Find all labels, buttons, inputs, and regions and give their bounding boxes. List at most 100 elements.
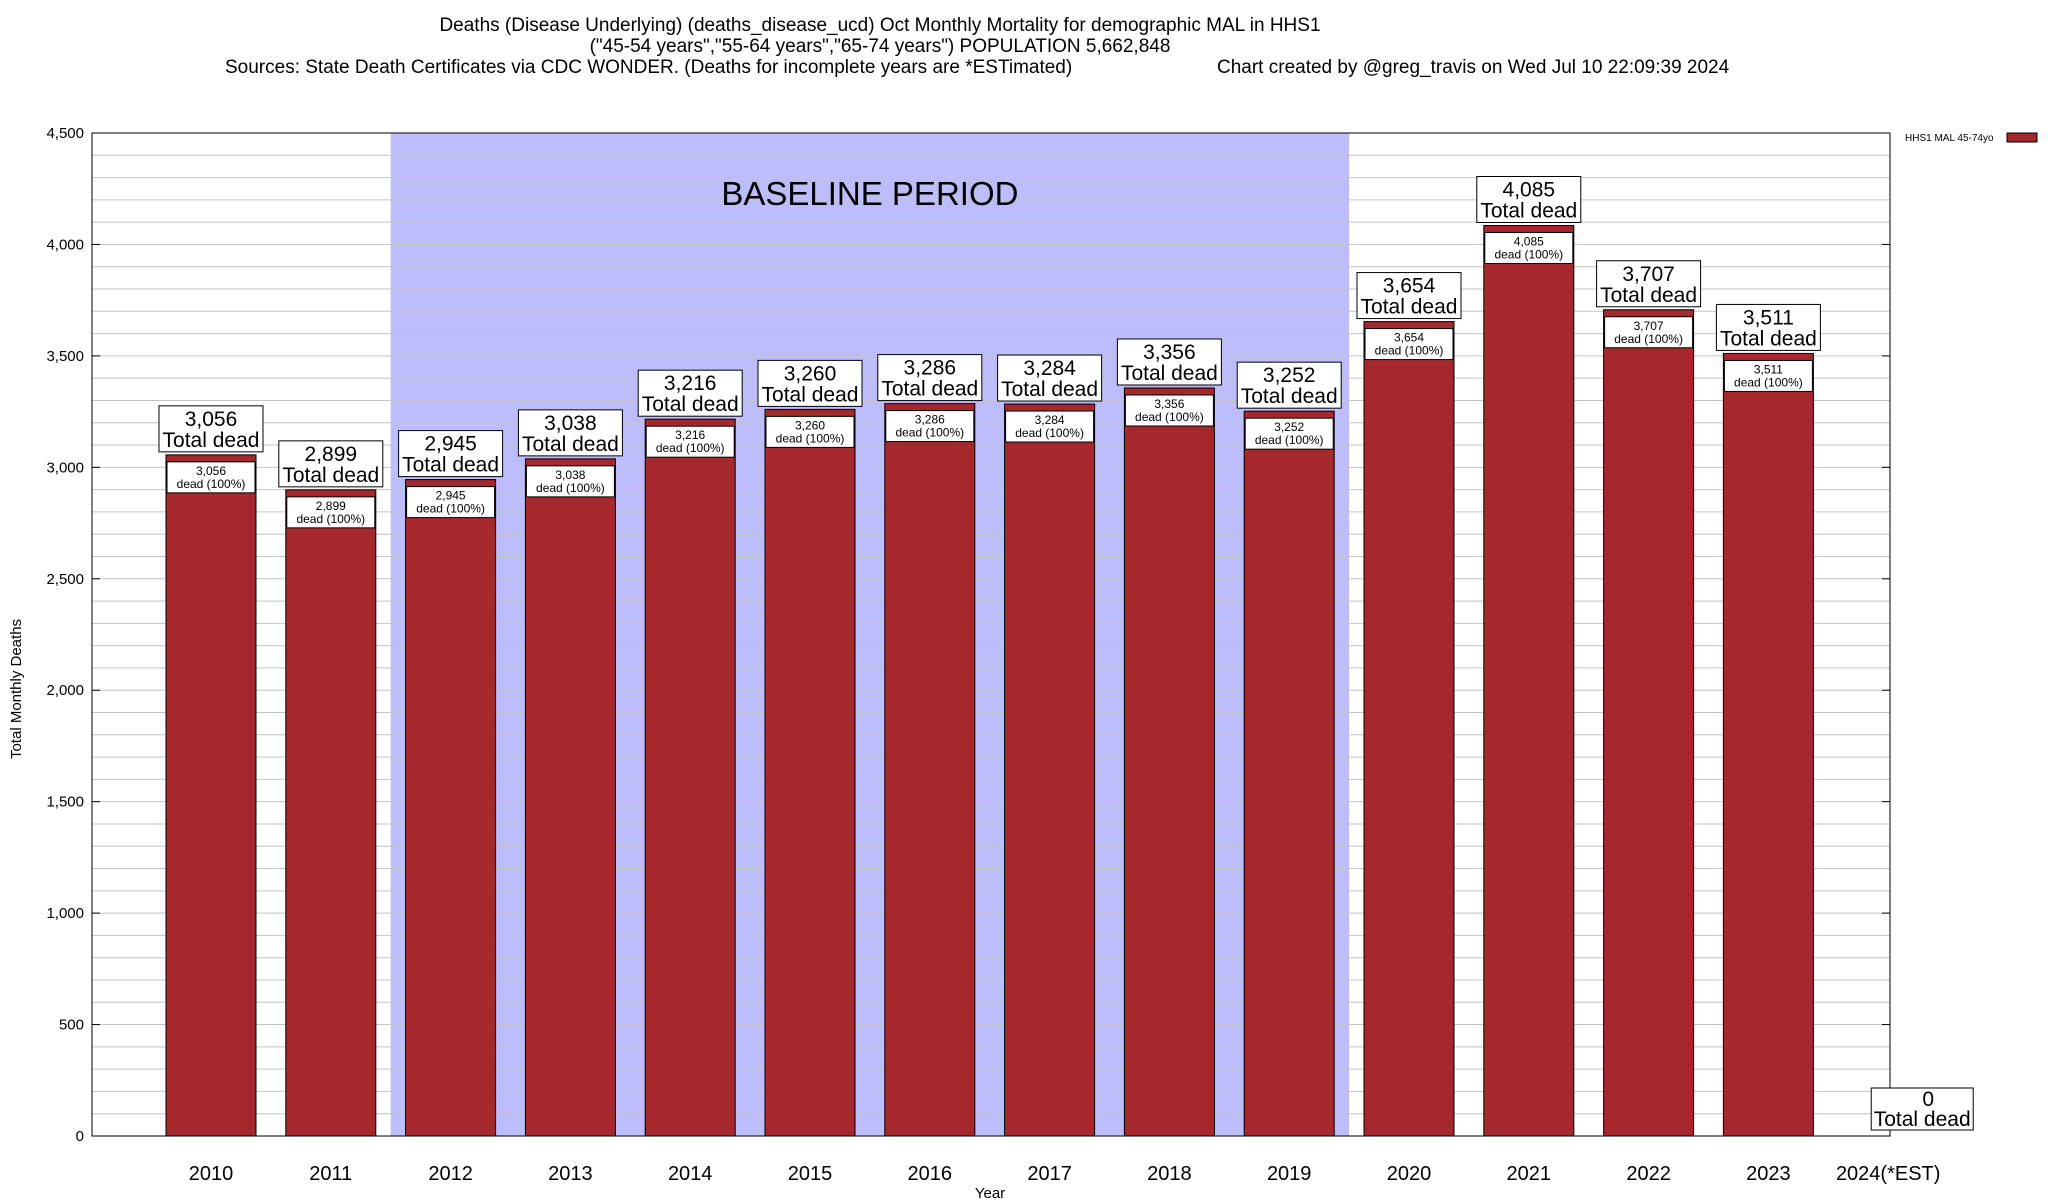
bar-inner-label-box: [1604, 316, 1694, 349]
bar-inner-value-label: 3,284: [1035, 413, 1065, 427]
bar-inner-dead-label: dead (100%): [1494, 247, 1563, 261]
bar-top-value-label: 3,260: [784, 362, 837, 385]
legend-label: HHS1 MAL 45-74yo: [1905, 133, 1994, 144]
bar-top-label-box: [1476, 175, 1582, 223]
bar-2017: [1004, 403, 1096, 1137]
bar-inner-dead-label: dead (100%): [1135, 410, 1204, 424]
bar-2019: [1243, 410, 1335, 1137]
y-tick-label: 1,500: [46, 794, 84, 811]
bar-2013: [524, 458, 616, 1137]
bar-inner-dead-label: dead (100%): [1734, 375, 1803, 389]
y-tick-label: 4,000: [46, 236, 84, 253]
x-tick-label: 2016: [908, 1163, 953, 1185]
bar-inner-label-box: [406, 486, 496, 519]
bar-inner-dead-label: dead (100%): [1255, 433, 1324, 447]
y-tick-label: 2,000: [46, 682, 84, 699]
bar-inner-value-label: 2,899: [316, 499, 346, 513]
y-tick-label: 0: [76, 1128, 84, 1145]
bar-top-total-label: Total dead: [1361, 296, 1458, 319]
bar-top-value-label: 3,356: [1143, 341, 1196, 364]
bar-top-label-box: [1236, 361, 1342, 409]
bar-2021: [1483, 224, 1575, 1137]
bar-top-label-box: [158, 405, 264, 453]
bar-inner-value-label: 2,945: [436, 489, 466, 503]
bar-inner-dead-label: dead (100%): [1015, 426, 1084, 440]
x-tick-label: 2011: [309, 1163, 352, 1185]
y-tick-label: 2,500: [46, 571, 84, 588]
x-tick-label: 2022: [1626, 1163, 1671, 1185]
x-tick-label: 2019: [1267, 1163, 1312, 1185]
bar-inner-value-label: 3,654: [1394, 331, 1424, 345]
chart-title-line-2: ("45-54 years","55-64 years","65-74 year…: [590, 36, 1171, 57]
x-tick-label: 2023: [1746, 1163, 1791, 1185]
bar-inner-label-box: [525, 465, 615, 498]
bar-inner-label-box: [1723, 359, 1813, 392]
bar-top-value-label: 3,056: [185, 408, 238, 431]
bar-inner-label-box: [1364, 328, 1454, 361]
bar-top-value-label: 2,945: [424, 433, 477, 456]
bar-inner-dead-label: dead (100%): [296, 512, 365, 526]
bar-top-value-label: 3,654: [1383, 275, 1436, 298]
bar-inner-label-box: [286, 496, 376, 529]
bar-2010: [165, 454, 257, 1137]
bar-2016: [884, 403, 976, 1137]
bar-inner-value-label: 3,216: [675, 428, 705, 442]
bar-inner-dead-label: dead (100%): [177, 477, 246, 491]
bar-top-label-box: [997, 354, 1103, 402]
x-tick-label: 2012: [428, 1163, 473, 1185]
bar-2014: [644, 418, 736, 1137]
bar-inner-dead-label: dead (100%): [416, 502, 485, 516]
legend-swatch: [2006, 132, 2038, 143]
bar-inner-dead-label: dead (100%): [536, 481, 605, 495]
bar-top-value-label: 3,252: [1263, 364, 1316, 387]
bar-top-value-label: 3,511: [1743, 306, 1794, 329]
x-tick-label: 2015: [788, 1163, 833, 1185]
bar-top-label-box: [1116, 338, 1222, 386]
bar-inner-label-box: [765, 415, 855, 448]
bar-2020: [1363, 321, 1455, 1137]
bar-top-label-box: [517, 409, 623, 457]
bar-top-label-box: [1356, 272, 1462, 320]
bar-top-label-box: [398, 430, 504, 478]
bar-inner-dead-label: dead (100%): [1375, 344, 1444, 358]
bar-top-total-label: Total dead: [522, 433, 619, 456]
bar-inner-value-label: 3,356: [1154, 397, 1184, 411]
bar-top-label-box: [1870, 1087, 1974, 1131]
bar-top-total-label: Total dead: [282, 464, 379, 487]
bar-inner-value-label: 4,085: [1514, 234, 1544, 248]
x-tick-label: 2014: [668, 1163, 713, 1185]
y-tick-label: 1,000: [46, 905, 84, 922]
bar-top-total-label: Total dead: [762, 383, 859, 406]
bar-top-total-label: Total dead: [1121, 362, 1218, 385]
chart-title-line-3: Sources: State Death Certificates via CD…: [225, 57, 1072, 78]
bar-top-value-label: 3,038: [544, 412, 597, 435]
bar-top-total-label: Total dead: [163, 429, 260, 452]
bar-inner-label-box: [885, 410, 975, 443]
bar-inner-label-box: [645, 425, 735, 458]
bar-2011: [285, 489, 377, 1137]
bar-top-value-label: 4,085: [1503, 178, 1556, 201]
chart-title-line-1: Deaths (Disease Underlying) (deaths_dise…: [439, 15, 1320, 36]
baseline-period-label: BASELINE PERIOD: [721, 175, 1018, 212]
bar-top-label-box: [278, 440, 384, 488]
x-tick-label: 2020: [1387, 1163, 1432, 1185]
bar-top-total-label: Total dead: [402, 454, 499, 477]
bar-inner-label-box: [1484, 231, 1574, 264]
x-tick-label: 2024(*EST): [1836, 1163, 1941, 1185]
bar-inner-dead-label: dead (100%): [656, 441, 725, 455]
bar-2018: [1123, 387, 1215, 1137]
bar-inner-dead-label: dead (100%): [776, 431, 845, 445]
bar-2022: [1603, 309, 1695, 1137]
bar-inner-dead-label: dead (100%): [895, 426, 964, 440]
y-tick-label: 3,500: [46, 348, 84, 365]
chart-title-line-4: Chart created by @greg_travis on Wed Jul…: [1217, 57, 1730, 78]
bar-2012: [405, 479, 497, 1137]
bar-top-value-label: 0: [1922, 1088, 1934, 1111]
bar-top-value-label: 3,216: [664, 372, 717, 395]
bar-2015: [764, 408, 856, 1137]
bar-inner-value-label: 3,286: [915, 413, 945, 427]
bar-inner-label-box: [1244, 417, 1334, 450]
bar-top-value-label: 3,284: [1023, 357, 1076, 380]
x-tick-label: 2018: [1147, 1163, 1192, 1185]
bar-inner-value-label: 3,260: [795, 418, 825, 432]
